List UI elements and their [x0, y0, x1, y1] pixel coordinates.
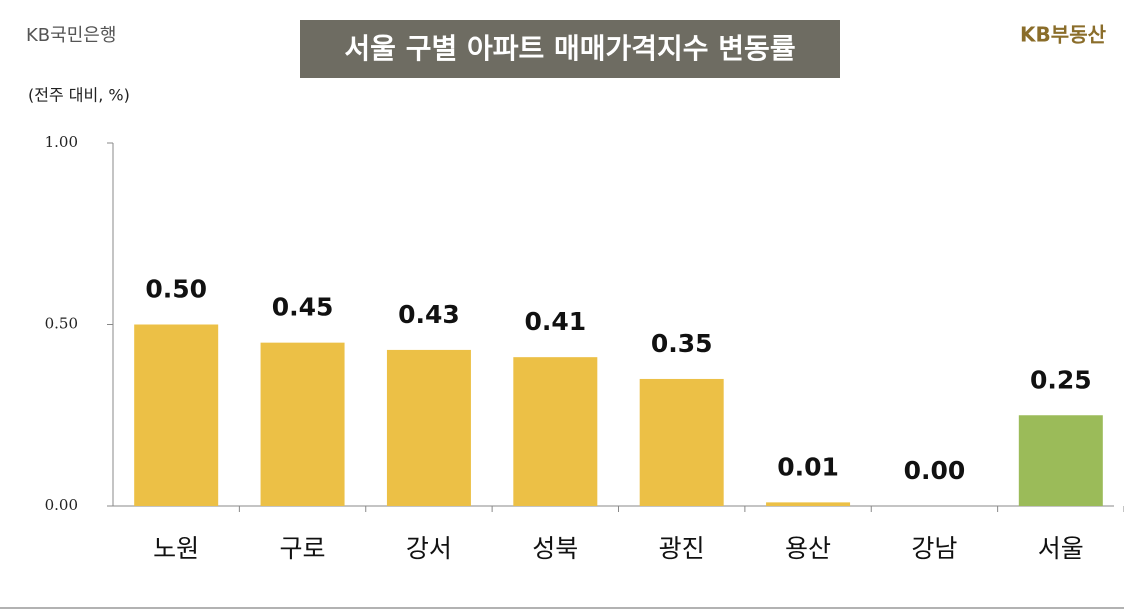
value-label: 0.41: [524, 307, 586, 336]
value-label: 0.45: [272, 293, 334, 322]
unit-label: (전주 대비, %): [28, 86, 130, 105]
bar: [513, 357, 598, 506]
bar: [386, 349, 471, 506]
bar: [1018, 415, 1103, 506]
bar: [639, 378, 724, 506]
value-label: 0.43: [398, 300, 460, 329]
brand-left: KB국민은행: [26, 25, 116, 46]
value-label: 0.35: [651, 329, 713, 358]
x-tick-label: 광진: [659, 534, 705, 563]
brand-right: KB부동산: [1020, 23, 1107, 47]
value-label: 0.50: [145, 275, 207, 304]
value-label: 0.00: [904, 456, 966, 485]
bar: [134, 324, 219, 506]
bar: [766, 502, 851, 506]
value-label: 0.01: [777, 452, 839, 481]
x-tick-label: 용산: [785, 534, 831, 563]
x-tick-label: 서울: [1038, 534, 1084, 563]
x-tick-label: 구로: [280, 534, 326, 563]
x-tick-label: 강남: [911, 534, 957, 563]
value-label: 0.25: [1030, 365, 1092, 394]
bar: [260, 342, 345, 506]
y-tick-label: 0.00: [45, 496, 78, 514]
x-tick-label: 성북: [532, 534, 578, 563]
y-tick-label: 0.50: [45, 315, 78, 333]
x-tick-label: 강서: [406, 534, 452, 563]
chart-title: 서울 구별 아파트 매매가격지수 변동률: [344, 32, 795, 65]
y-tick-label: 1.00: [45, 133, 78, 151]
title-box: [300, 20, 840, 78]
x-tick-label: 노원: [153, 534, 199, 563]
